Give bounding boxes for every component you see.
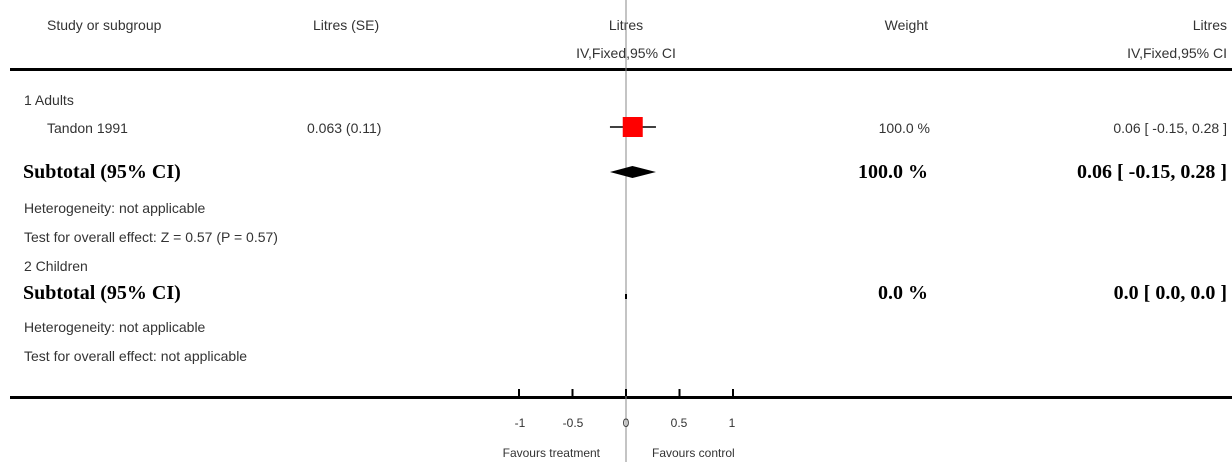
favours-control-label: Favours control bbox=[652, 446, 735, 460]
bottom-divider bbox=[10, 396, 1232, 399]
header-litres-se: Litres (SE) bbox=[313, 17, 380, 33]
study-weight: 100.0 % bbox=[878, 120, 930, 136]
subtotal-label-adults: Subtotal (95% CI) bbox=[23, 161, 181, 183]
heterogeneity-children: Heterogeneity: not applicable bbox=[24, 319, 206, 335]
tick-label-0: 0 bbox=[622, 416, 630, 430]
header-divider bbox=[10, 68, 1232, 71]
header-weight: Weight bbox=[884, 17, 928, 33]
subtotal-ci-adults: 0.06 [ -0.15, 0.28 ] bbox=[1077, 161, 1227, 183]
study-name: Tandon 1991 bbox=[47, 120, 128, 136]
study-ci: 0.06 [ -0.15, 0.28 ] bbox=[1113, 120, 1227, 136]
tick-label-05: 0.5 bbox=[670, 416, 688, 430]
subtotal-label-children: Subtotal (95% CI) bbox=[23, 282, 181, 304]
group-label-children: 2 Children bbox=[24, 258, 88, 274]
tick-label-neg1: -1 bbox=[514, 416, 526, 430]
header-study-or-subgroup: Study or subgroup bbox=[47, 17, 162, 33]
study-weight-square bbox=[622, 117, 643, 137]
tick-label-1: 1 bbox=[728, 416, 736, 430]
subtotal-diamond-adults bbox=[609, 166, 656, 178]
subtotal-weight-adults: 100.0 % bbox=[858, 161, 928, 183]
overall-effect-adults: Test for overall effect: Z = 0.57 (P = 0… bbox=[24, 229, 278, 245]
subtotal-weight-children: 0.0 % bbox=[878, 282, 928, 304]
group-label-adults: 1 Adults bbox=[24, 92, 74, 108]
subtotal-ci-children: 0.0 [ 0.0, 0.0 ] bbox=[1113, 282, 1227, 304]
favours-treatment-label: Favours treatment bbox=[502, 446, 600, 460]
study-litres-se: 0.063 (0.11) bbox=[307, 120, 382, 136]
tick-label-neg05: -0.5 bbox=[562, 416, 584, 430]
overall-effect-children: Test for overall effect: not applicable bbox=[24, 348, 248, 364]
header-litres-ci-sub: IV,Fixed,95% CI bbox=[1127, 45, 1227, 61]
header-litres-ci: Litres bbox=[1192, 17, 1227, 33]
heterogeneity-adults: Heterogeneity: not applicable bbox=[24, 200, 206, 216]
